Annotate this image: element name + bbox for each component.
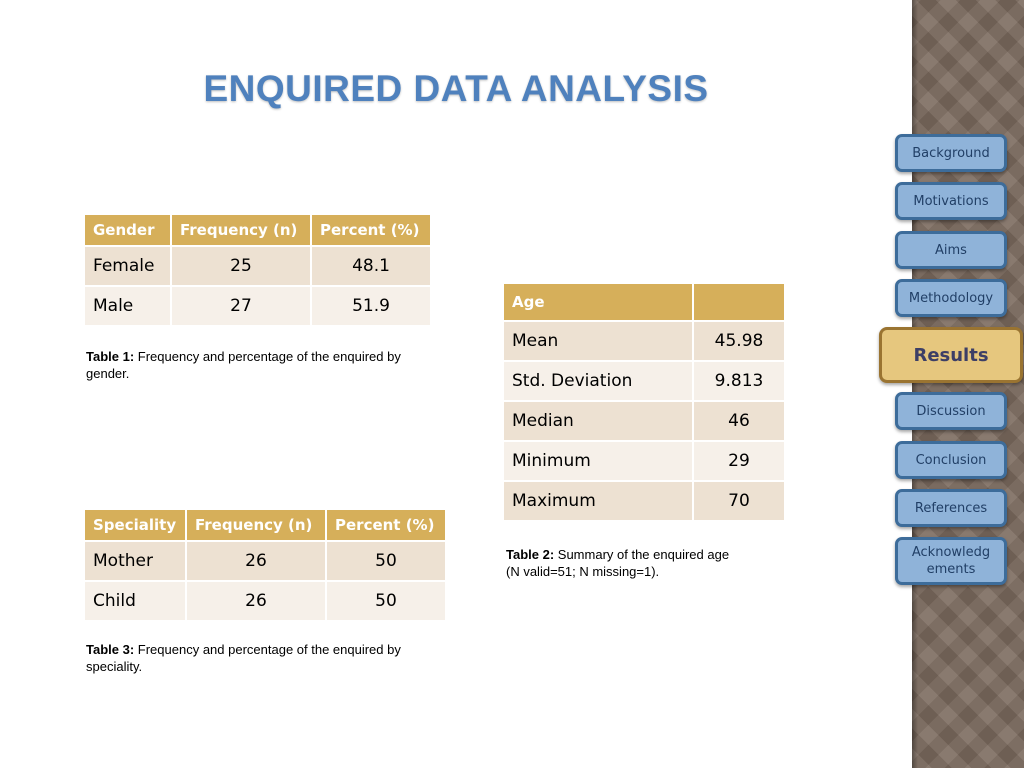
table-cell: 46 xyxy=(694,402,784,440)
table-cell: 27 xyxy=(172,287,310,325)
caption-text: Summary of the enquired age xyxy=(554,547,730,562)
gender-table: Gender Frequency (n) Percent (%) Female … xyxy=(83,213,432,327)
column-header: Percent (%) xyxy=(327,510,445,540)
table-cell: 50 xyxy=(327,542,445,580)
column-header: Speciality xyxy=(85,510,185,540)
table-cell: 51.9 xyxy=(312,287,430,325)
table-cell: 25 xyxy=(172,247,310,285)
caption-label: Table 3: xyxy=(86,642,135,657)
column-header: Age xyxy=(504,284,692,320)
table-cell: Median xyxy=(504,402,692,440)
table-row: Male 27 51.9 xyxy=(85,287,430,325)
caption-label: Table 1: xyxy=(86,349,135,364)
table3-caption: Table 3: Frequency and percentage of the… xyxy=(86,641,446,675)
table-cell: 48.1 xyxy=(312,247,430,285)
table-cell: Mother xyxy=(85,542,185,580)
table-cell: 50 xyxy=(327,582,445,620)
table-row: Maximum 70 xyxy=(504,482,784,520)
table-row: Median 46 xyxy=(504,402,784,440)
table-cell: Std. Deviation xyxy=(504,362,692,400)
table-row: Minimum 29 xyxy=(504,442,784,480)
column-header xyxy=(694,284,784,320)
table2-caption: Table 2: Summary of the enquired age (N v… xyxy=(506,546,776,580)
nav-button-background[interactable]: Background xyxy=(895,134,1007,172)
column-header: Gender xyxy=(85,215,170,245)
column-header: Frequency (n) xyxy=(187,510,325,540)
table-header-row: Speciality Frequency (n) Percent (%) xyxy=(85,510,445,540)
table-header-row: Age xyxy=(504,284,784,320)
table-cell: Minimum xyxy=(504,442,692,480)
table-cell: Maximum xyxy=(504,482,692,520)
nav-button-methodology[interactable]: Methodology xyxy=(895,279,1007,317)
page-title: ENQUIRED DATA ANALYSIS xyxy=(203,68,709,109)
age-summary-table: Age Mean 45.98 Std. Deviation 9.813 Medi… xyxy=(502,282,786,522)
nav-button-aims[interactable]: Aims xyxy=(895,231,1007,269)
table-row: Mother 26 50 xyxy=(85,542,445,580)
table1-caption: Table 1: Frequency and percentage of the… xyxy=(86,348,446,382)
table-cell: Child xyxy=(85,582,185,620)
nav-button-discussion[interactable]: Discussion xyxy=(895,392,1007,430)
table-cell: Female xyxy=(85,247,170,285)
nav-button-references[interactable]: References xyxy=(895,489,1007,527)
table-cell: 45.98 xyxy=(694,322,784,360)
caption-text: Frequency and percentage of the enquired… xyxy=(86,642,401,674)
table-row: Std. Deviation 9.813 xyxy=(504,362,784,400)
table-cell: Male xyxy=(85,287,170,325)
caption-label: Table 2: xyxy=(506,547,555,562)
nav-button-conclusion[interactable]: Conclusion xyxy=(895,441,1007,479)
table-header-row: Gender Frequency (n) Percent (%) xyxy=(85,215,430,245)
table-cell: 26 xyxy=(187,542,325,580)
nav-button-results[interactable]: Results xyxy=(879,327,1023,383)
column-header: Percent (%) xyxy=(312,215,430,245)
table-cell: 9.813 xyxy=(694,362,784,400)
table-cell: 26 xyxy=(187,582,325,620)
table-cell: 70 xyxy=(694,482,784,520)
caption-text: Frequency and percentage of the enquired… xyxy=(86,349,401,381)
nav-button-acknowledgements[interactable]: Acknowledg ements xyxy=(895,537,1007,585)
table-row: Mean 45.98 xyxy=(504,322,784,360)
caption-text-line2: (N valid=51; N missing=1). xyxy=(506,564,660,579)
column-header: Frequency (n) xyxy=(172,215,310,245)
table-row: Child 26 50 xyxy=(85,582,445,620)
table-cell: Mean xyxy=(504,322,692,360)
table-row: Female 25 48.1 xyxy=(85,247,430,285)
speciality-table: Speciality Frequency (n) Percent (%) Mot… xyxy=(83,508,447,622)
table-cell: 29 xyxy=(694,442,784,480)
nav-button-motivations[interactable]: Motivations xyxy=(895,182,1007,220)
sidebar-background xyxy=(912,0,1024,768)
